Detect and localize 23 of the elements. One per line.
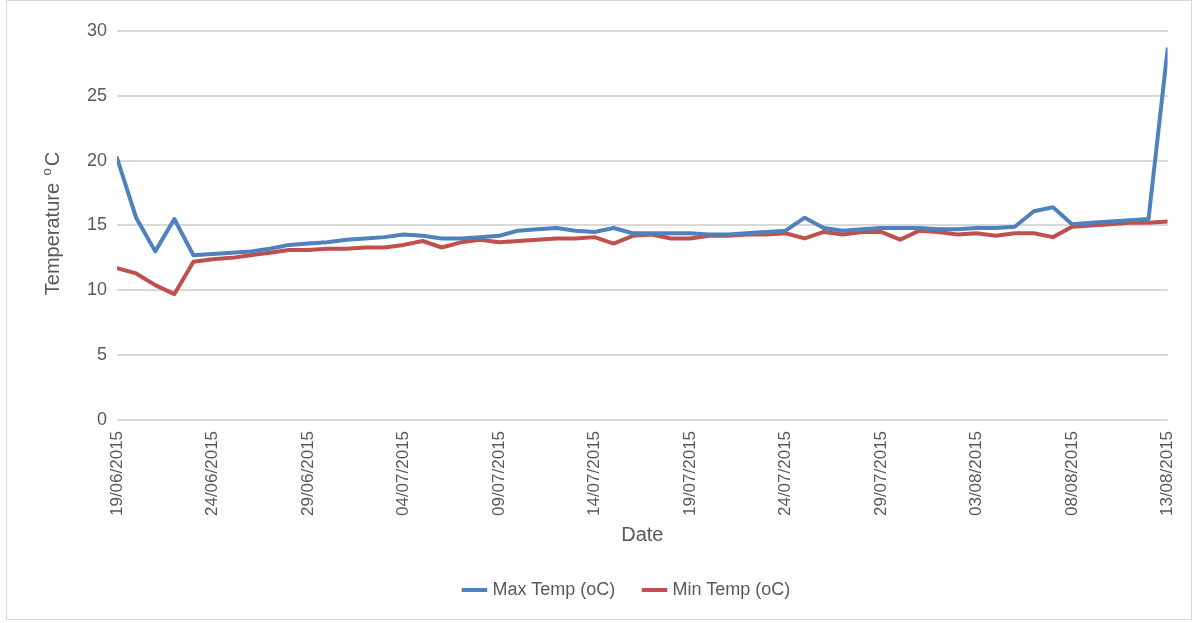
x-tick-label: 24/06/2015 xyxy=(202,430,222,517)
x-tick-label: 19/06/2015 xyxy=(106,430,126,517)
x-tick-label: 29/06/2015 xyxy=(297,430,317,517)
x-tick-label: 09/07/2015 xyxy=(488,430,508,517)
x-tick-label: 08/08/2015 xyxy=(1061,430,1081,517)
x-tick-label: 29/07/2015 xyxy=(870,430,890,517)
y-tick-label: 0 xyxy=(97,408,108,429)
y-axis-title: Temperature oC xyxy=(39,151,63,296)
x-tick-label: 04/07/2015 xyxy=(393,430,413,517)
y-tick-label: 15 xyxy=(86,214,108,235)
x-axis-title: Date xyxy=(621,522,664,545)
y-tick-label: 30 xyxy=(86,19,108,40)
x-tick-label: 19/07/2015 xyxy=(679,430,699,517)
legend-label: Max Temp (oC) xyxy=(492,578,616,599)
x-tick-label: 03/08/2015 xyxy=(966,430,986,517)
x-tick-label: 13/08/2015 xyxy=(1157,430,1177,517)
y-tick-label: 5 xyxy=(97,344,108,365)
y-tick-label: 10 xyxy=(86,279,108,300)
x-tick-label: 14/07/2015 xyxy=(584,430,604,517)
y-tick-label: 25 xyxy=(86,84,108,105)
legend-label: Min Temp (oC) xyxy=(672,578,791,599)
y-tick-label: 20 xyxy=(86,149,108,170)
x-tick-label: 24/07/2015 xyxy=(775,430,795,517)
